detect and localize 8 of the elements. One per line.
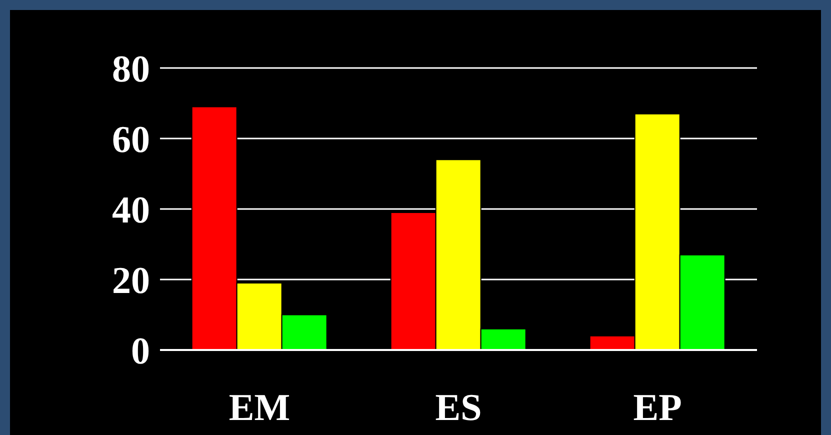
y-tick-label: 60 [112,118,150,161]
y-tick-label: 20 [112,260,150,302]
y-tick-label: 80 [112,48,150,90]
x-tick-label: EM [228,387,290,429]
y-tick-label: 40 [112,189,150,232]
x-tick-label: EP [633,387,682,429]
y-tick-label: 0 [131,330,150,372]
x-tick-label: ES [435,387,482,429]
